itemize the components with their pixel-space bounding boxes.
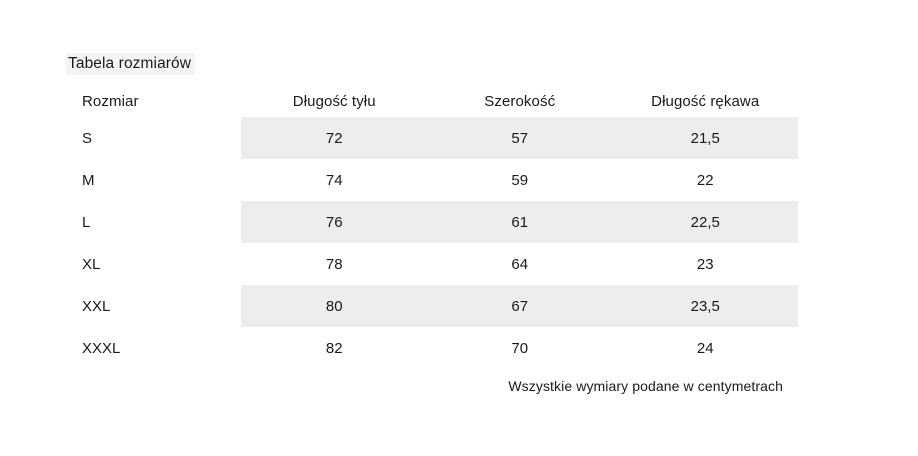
header-szerokosc: Szerokość — [484, 92, 556, 110]
header-rozmiar: Rozmiar — [82, 92, 139, 110]
width-cell: 70 — [511, 339, 529, 357]
width-cell: 64 — [511, 255, 529, 273]
table-row: XXL 80 67 23,5 — [68, 285, 798, 327]
back-length-cell: 76 — [241, 201, 427, 243]
back-length-cell: 80 — [241, 285, 427, 327]
size-chart-section: Tabela rozmiarów Rozmiar Długość tyłu Sz… — [66, 53, 798, 396]
header-dlugosc-rekawa: Długość rękawa — [651, 92, 760, 110]
units-note: Wszystkie wymiary podane w centymetrach — [508, 378, 783, 394]
back-length-cell: 74 — [325, 171, 343, 189]
sleeve-length-cell: 21,5 — [612, 117, 798, 159]
width-cell: 57 — [426, 117, 613, 159]
table-row: XL 78 64 23 — [68, 243, 798, 285]
size-cell: M — [68, 159, 242, 201]
back-length-cell: 78 — [325, 255, 343, 273]
sleeve-length-cell: 22 — [696, 171, 714, 189]
size-table: Rozmiar Długość tyłu Szerokość Długość r… — [68, 85, 798, 369]
header-dlugosc-tylu: Długość tyłu — [292, 92, 376, 110]
width-cell: 61 — [426, 201, 613, 243]
back-length-cell: 72 — [241, 117, 427, 159]
size-cell: S — [68, 117, 242, 159]
back-length-cell: 82 — [325, 339, 343, 357]
header-row: Rozmiar Długość tyłu Szerokość Długość r… — [68, 85, 798, 117]
size-cell: XXL — [68, 285, 242, 327]
table-row: L 76 61 22,5 — [68, 201, 798, 243]
size-cell: XL — [68, 243, 242, 285]
size-chart-title: Tabela rozmiarów — [66, 53, 196, 75]
size-table-body: S 72 57 21,5 M 74 59 22 L 76 61 22,5 XL … — [68, 117, 798, 369]
sleeve-length-cell: 23 — [696, 255, 714, 273]
width-cell: 59 — [511, 171, 529, 189]
sleeve-length-cell: 23,5 — [612, 285, 798, 327]
sleeve-length-cell: 24 — [696, 339, 714, 357]
table-row: M 74 59 22 — [68, 159, 798, 201]
table-row: S 72 57 21,5 — [68, 117, 798, 159]
size-table-header: Rozmiar Długość tyłu Szerokość Długość r… — [68, 85, 798, 117]
size-cell: L — [68, 201, 242, 243]
table-row: XXXL 82 70 24 — [68, 327, 798, 369]
width-cell: 67 — [426, 285, 613, 327]
size-cell: XXXL — [68, 327, 242, 369]
sleeve-length-cell: 22,5 — [612, 201, 798, 243]
